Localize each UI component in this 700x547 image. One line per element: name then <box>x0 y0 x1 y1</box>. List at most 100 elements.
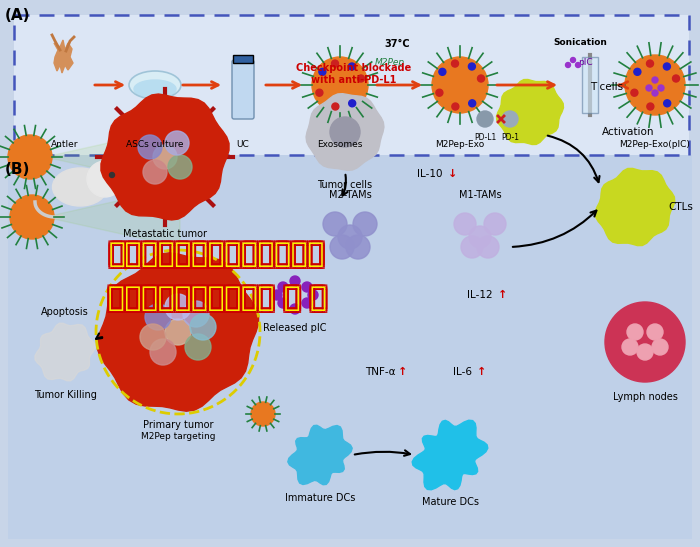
Text: 牙龈干细胞再生手术（牙齿干: 牙龈干细胞再生手术（牙齿干 <box>108 242 325 270</box>
Text: 牙龈干细胞再生手术（牙齿干: 牙龈干细胞再生手术（牙齿干 <box>106 240 323 269</box>
Text: pIC: pIC <box>578 58 593 67</box>
Circle shape <box>658 85 664 91</box>
Text: ↑: ↑ <box>477 367 486 377</box>
Text: M2Pep: M2Pep <box>375 58 405 67</box>
Circle shape <box>652 90 658 96</box>
Circle shape <box>330 117 360 147</box>
Text: PD-L1: PD-L1 <box>474 133 496 142</box>
Text: Tumor cells: Tumor cells <box>317 180 372 190</box>
Text: Checkpoint blockade
with anti-PD-L1: Checkpoint blockade with anti-PD-L1 <box>296 63 411 85</box>
Circle shape <box>353 212 377 236</box>
Circle shape <box>338 225 362 249</box>
Ellipse shape <box>134 80 176 98</box>
Circle shape <box>432 57 488 113</box>
Circle shape <box>634 68 641 75</box>
FancyBboxPatch shape <box>14 15 689 155</box>
Circle shape <box>673 75 680 82</box>
Circle shape <box>272 290 282 300</box>
Text: 细胞再生牙齿临床招募 🌻 ）: 细胞再生牙齿临床招募 🌻 ） <box>111 284 329 312</box>
Text: 牙龈干细胞再生手术（牙齿干: 牙龈干细胞再生手术（牙齿干 <box>111 238 327 266</box>
Polygon shape <box>288 425 352 485</box>
Text: Apoptosis: Apoptosis <box>41 307 89 317</box>
Text: Lymph nodes: Lymph nodes <box>612 392 678 402</box>
Circle shape <box>652 77 658 83</box>
Text: UC: UC <box>237 140 249 149</box>
Polygon shape <box>54 40 73 73</box>
Text: PD-1: PD-1 <box>501 133 519 142</box>
Circle shape <box>165 294 191 320</box>
FancyBboxPatch shape <box>8 155 692 539</box>
Circle shape <box>647 60 654 67</box>
Circle shape <box>349 63 356 70</box>
Circle shape <box>302 298 312 308</box>
Circle shape <box>143 160 167 184</box>
Circle shape <box>468 63 475 70</box>
Circle shape <box>477 75 484 82</box>
Circle shape <box>87 161 123 197</box>
Circle shape <box>165 131 189 155</box>
Text: 细胞再生牙齿临床招募 🌻 ）: 细胞再生牙齿临床招募 🌻 ） <box>108 282 328 310</box>
Text: ↑: ↑ <box>498 290 508 300</box>
Text: Immature DCs: Immature DCs <box>285 493 355 503</box>
Circle shape <box>461 236 483 258</box>
Text: Sonication: Sonication <box>553 38 607 47</box>
Text: Antler: Antler <box>51 140 78 149</box>
Circle shape <box>631 89 638 96</box>
Text: M2-TAMs: M2-TAMs <box>328 190 372 200</box>
Text: Exosomes: Exosomes <box>317 140 363 149</box>
Ellipse shape <box>52 168 108 206</box>
Polygon shape <box>412 420 488 490</box>
Circle shape <box>332 60 339 67</box>
Text: Tumor Killing: Tumor Killing <box>34 390 97 400</box>
Circle shape <box>439 68 446 75</box>
Circle shape <box>454 213 476 235</box>
Circle shape <box>312 57 368 113</box>
Circle shape <box>647 103 654 110</box>
Text: 牙龈干细胞再生手术（牙齿干: 牙龈干细胞再生手术（牙齿干 <box>106 242 323 270</box>
Circle shape <box>358 75 365 82</box>
Text: Metastatic tumor: Metastatic tumor <box>123 229 207 239</box>
Text: 牙龈干细胞再生手术（牙齿干: 牙龈干细胞再生手术（牙齿干 <box>111 242 327 270</box>
Circle shape <box>625 55 685 115</box>
Circle shape <box>185 334 211 360</box>
Text: ↑: ↑ <box>398 367 407 377</box>
Polygon shape <box>496 79 564 144</box>
Circle shape <box>332 103 339 110</box>
FancyBboxPatch shape <box>232 60 254 119</box>
Text: (A): (A) <box>5 8 31 23</box>
Circle shape <box>605 302 685 382</box>
Text: M2Pep targeting: M2Pep targeting <box>141 432 216 441</box>
Text: TNF-α: TNF-α <box>365 367 395 377</box>
Text: Mature DCs: Mature DCs <box>421 497 479 507</box>
Polygon shape <box>97 253 258 411</box>
Circle shape <box>330 235 354 259</box>
Circle shape <box>652 339 668 355</box>
Circle shape <box>190 314 216 340</box>
Text: 37°C: 37°C <box>384 39 409 49</box>
Circle shape <box>452 60 458 67</box>
Polygon shape <box>306 94 384 170</box>
Text: 牙龈干细胞再生手术（牙齿干: 牙龈干细胞再生手术（牙齿干 <box>111 240 327 269</box>
Circle shape <box>477 236 499 258</box>
Text: M2Pep-Exo(pIC): M2Pep-Exo(pIC) <box>620 140 690 149</box>
Circle shape <box>140 324 166 350</box>
Text: 牙龈干细胞再生手术（牙齿干: 牙龈干细胞再生手术（牙齿干 <box>108 240 325 269</box>
Polygon shape <box>35 323 95 381</box>
Circle shape <box>627 324 643 340</box>
Circle shape <box>251 402 275 426</box>
Circle shape <box>637 344 653 360</box>
Circle shape <box>316 89 323 96</box>
Text: 细胞再生牙齿临床招募 🌻 ）: 细胞再生牙齿临床招募 🌻 ） <box>106 282 326 310</box>
Text: IL-10: IL-10 <box>417 169 442 179</box>
Circle shape <box>436 89 443 96</box>
Text: T cells: T cells <box>590 82 623 92</box>
FancyBboxPatch shape <box>582 57 598 113</box>
Circle shape <box>290 276 300 286</box>
Text: CTLs: CTLs <box>668 202 693 212</box>
Circle shape <box>290 304 300 314</box>
Circle shape <box>452 103 459 110</box>
Circle shape <box>138 135 162 159</box>
Text: M2Pep-Exo: M2Pep-Exo <box>435 140 484 149</box>
Circle shape <box>10 195 54 239</box>
Circle shape <box>168 155 192 179</box>
